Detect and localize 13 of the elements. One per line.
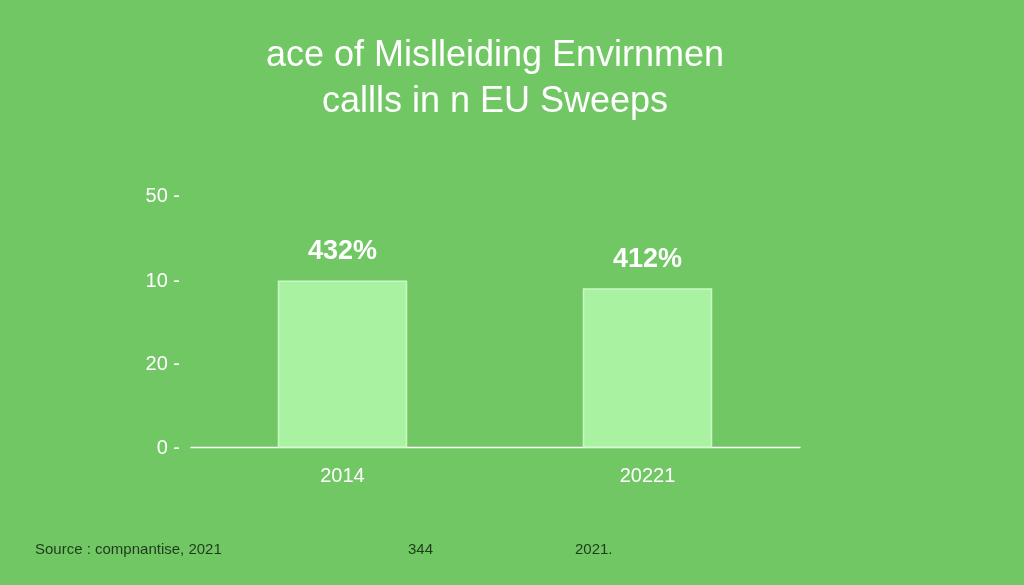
- text: 344: [408, 540, 434, 557]
- text: 10 -: [145, 268, 180, 292]
- x-tick-label: 20221: [619, 463, 676, 486]
- text: 20 -: [145, 351, 180, 375]
- text: 0 -: [156, 435, 180, 459]
- text: 50 -: [145, 183, 180, 207]
- data-label: 432%: [307, 235, 378, 266]
- text: ace of Mislleiding Envirnmen: [265, 33, 725, 75]
- data-label: 412%: [612, 242, 683, 273]
- source-note: Source : compnantise, 2021: [35, 540, 222, 557]
- x-tick-label: 2014: [320, 463, 365, 486]
- text: callls in n EU Sweeps: [321, 79, 669, 121]
- text: 2021.: [575, 540, 613, 557]
